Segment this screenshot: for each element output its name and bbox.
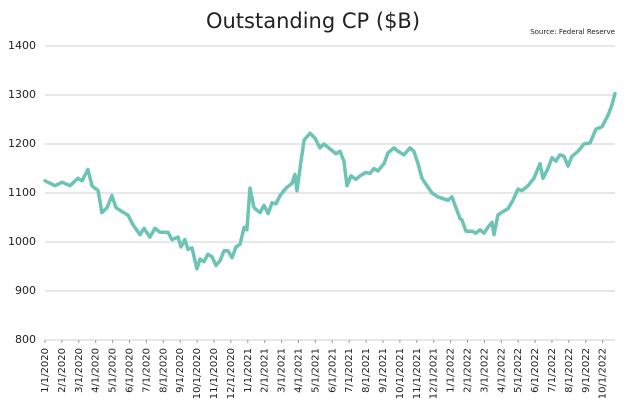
y-tick-label: 1300 <box>8 88 36 101</box>
x-tick-label: 5/1/2022 <box>513 348 524 393</box>
y-tick-label: 1200 <box>8 137 36 150</box>
x-tick-label: 3/1/2020 <box>74 348 85 393</box>
x-tick-label: 11/1/2020 <box>209 348 220 399</box>
x-tick-label: 10/1/2021 <box>395 348 406 399</box>
x-tick-label: 1/1/2021 <box>243 348 254 393</box>
x-tick-label: 6/1/2020 <box>124 348 135 393</box>
x-tick-label: 4/1/2020 <box>91 348 102 393</box>
x-tick-label: 2/1/2021 <box>260 348 271 393</box>
x-tick-label: 9/1/2020 <box>175 348 186 393</box>
x-tick-label: 3/1/2021 <box>277 348 288 393</box>
x-tick-label: 2/1/2020 <box>57 348 68 393</box>
x-tick-label: 12/1/2021 <box>429 348 440 399</box>
y-tick-label: 800 <box>15 333 36 346</box>
x-tick-label: 5/1/2021 <box>310 348 321 393</box>
source-note: Source: Federal Reserve <box>530 28 615 36</box>
x-tick-label: 6/1/2021 <box>327 348 338 393</box>
x-tick-label: 4/1/2021 <box>293 348 304 393</box>
x-tick-label: 8/1/2021 <box>361 348 372 393</box>
x-tick-label: 12/1/2020 <box>226 348 237 399</box>
x-tick-label: 8/1/2020 <box>158 348 169 393</box>
x-tick-label: 6/1/2022 <box>530 348 541 393</box>
x-tick-label: 4/1/2022 <box>496 348 507 393</box>
x-tick-label: 5/1/2020 <box>108 348 119 393</box>
x-tick-label: 9/1/2022 <box>581 348 592 393</box>
x-tick-label: 3/1/2022 <box>479 348 490 393</box>
y-tick-label: 900 <box>15 284 36 297</box>
x-tick-label: 9/1/2021 <box>378 348 389 393</box>
x-tick-label: 1/1/2022 <box>446 348 457 393</box>
y-tick-label: 1400 <box>8 39 36 52</box>
x-tick-label: 10/1/2022 <box>598 348 609 399</box>
x-tick-label: 11/1/2021 <box>412 348 423 399</box>
data-line <box>43 91 617 271</box>
x-tick-label: 7/1/2020 <box>141 348 152 393</box>
chart-title: Outstanding CP ($B) <box>206 9 420 33</box>
y-tick-label: 1000 <box>8 235 36 248</box>
x-tick-label: 7/1/2022 <box>547 348 558 393</box>
x-tick-label: 7/1/2021 <box>344 348 355 393</box>
y-tick-label: 1100 <box>8 186 36 199</box>
x-tick-label: 8/1/2022 <box>564 348 575 393</box>
x-tick-label: 2/1/2022 <box>462 348 473 393</box>
x-tick-label: 10/1/2020 <box>192 348 203 399</box>
x-tick-label: 1/1/2020 <box>40 348 51 393</box>
